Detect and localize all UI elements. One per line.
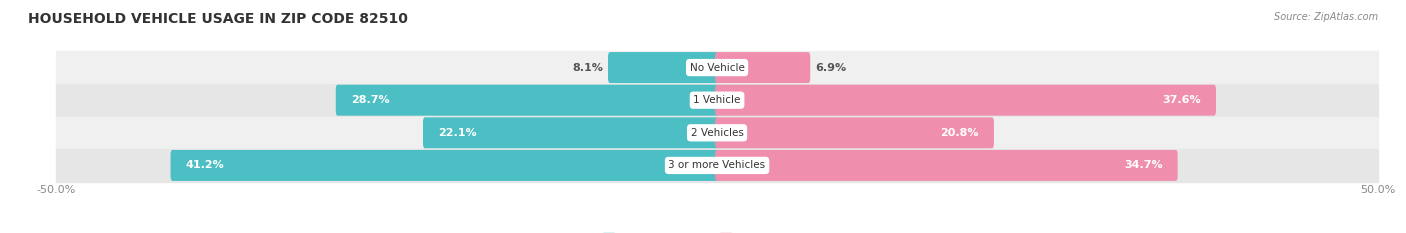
Text: 8.1%: 8.1%: [572, 63, 603, 72]
Text: 3 or more Vehicles: 3 or more Vehicles: [668, 161, 766, 170]
FancyBboxPatch shape: [336, 85, 718, 116]
Bar: [56, 84, 1378, 116]
Text: 22.1%: 22.1%: [439, 128, 477, 138]
Bar: [56, 149, 1378, 182]
Text: Source: ZipAtlas.com: Source: ZipAtlas.com: [1274, 12, 1378, 22]
Text: HOUSEHOLD VEHICLE USAGE IN ZIP CODE 82510: HOUSEHOLD VEHICLE USAGE IN ZIP CODE 8251…: [28, 12, 408, 26]
FancyBboxPatch shape: [716, 52, 810, 83]
FancyBboxPatch shape: [716, 85, 1216, 116]
FancyBboxPatch shape: [716, 150, 1178, 181]
Legend: Owner-occupied, Renter-occupied: Owner-occupied, Renter-occupied: [599, 229, 835, 233]
Text: 28.7%: 28.7%: [352, 95, 389, 105]
Text: 1 Vehicle: 1 Vehicle: [693, 95, 741, 105]
Bar: [56, 51, 1378, 84]
FancyBboxPatch shape: [423, 117, 718, 148]
Text: 6.9%: 6.9%: [815, 63, 846, 72]
Text: No Vehicle: No Vehicle: [689, 63, 745, 72]
FancyBboxPatch shape: [716, 117, 994, 148]
Text: 20.8%: 20.8%: [941, 128, 979, 138]
Text: 41.2%: 41.2%: [186, 161, 225, 170]
FancyBboxPatch shape: [170, 150, 718, 181]
Text: 2 Vehicles: 2 Vehicles: [690, 128, 744, 138]
Bar: [56, 116, 1378, 149]
Text: 37.6%: 37.6%: [1163, 95, 1201, 105]
FancyBboxPatch shape: [607, 52, 718, 83]
Text: 34.7%: 34.7%: [1123, 161, 1163, 170]
